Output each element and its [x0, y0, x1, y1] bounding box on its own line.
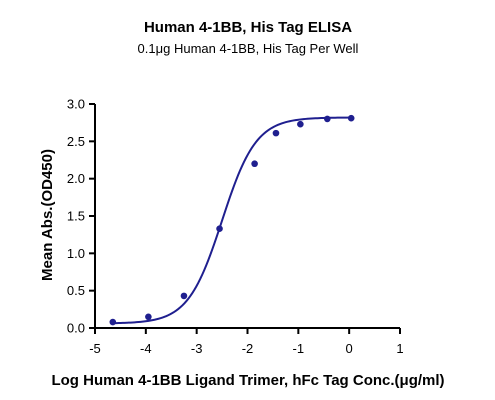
y-axis-label: Mean Abs.(OD450) — [39, 149, 56, 281]
data-point — [347, 114, 355, 122]
x-tick-label: -3 — [191, 341, 203, 356]
fit-curve — [112, 116, 352, 325]
data-point — [145, 313, 152, 321]
x-tick-label: -1 — [293, 341, 305, 356]
x-axis-label: Log Human 4-1BB Ligand Trimer, hFc Tag C… — [51, 372, 444, 389]
x-tick-label: -4 — [140, 341, 152, 356]
y-tick-label: 1.0 — [67, 246, 85, 261]
x-tick-label: -2 — [242, 341, 254, 356]
data-point — [251, 160, 258, 168]
y-tick-label: 2.5 — [67, 134, 85, 149]
x-axis-ticks: -5 -4 -3 -2 -1 0 1 — [89, 328, 404, 356]
data-point — [272, 129, 280, 137]
chart-subtitle: 0.1μg Human 4-1BB, His Tag Per Well — [138, 41, 359, 56]
data-points — [109, 114, 355, 326]
y-tick-label: 2.0 — [67, 171, 85, 186]
data-point — [216, 225, 223, 232]
data-point — [324, 115, 331, 123]
x-tick-label: 0 — [346, 341, 353, 356]
y-axis-ticks: 0.0 0.5 1.0 1.5 2.0 2.5 3.0 — [67, 97, 95, 336]
x-tick-label: 1 — [396, 341, 403, 356]
data-point — [109, 318, 117, 326]
data-point — [180, 292, 188, 300]
chart-title: Human 4-1BB, His Tag ELISA — [144, 19, 352, 36]
data-point — [297, 120, 304, 128]
y-tick-label: 0.0 — [67, 321, 85, 336]
x-tick-label: -5 — [89, 341, 101, 356]
y-tick-label: 3.0 — [67, 97, 85, 112]
y-tick-label: 1.5 — [67, 209, 85, 224]
y-tick-label: 0.5 — [67, 283, 85, 298]
